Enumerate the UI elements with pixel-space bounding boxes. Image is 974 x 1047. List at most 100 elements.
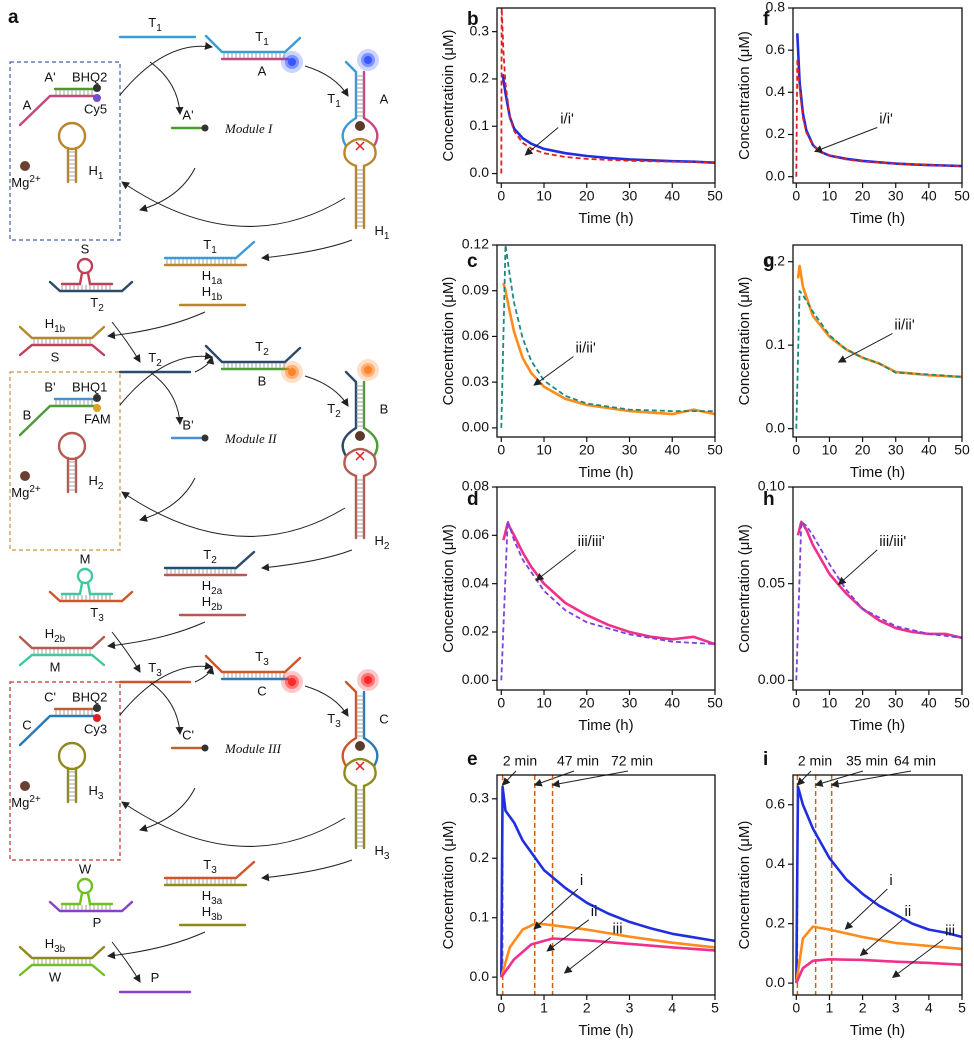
- cleavage: [355, 141, 365, 151]
- label-sub: 3a: [211, 896, 223, 907]
- annotation: i: [889, 872, 892, 889]
- label-sub: 3b: [211, 912, 223, 923]
- label-sub: 2: [98, 303, 104, 314]
- arrow: [111, 631, 141, 673]
- strand: [341, 426, 358, 458]
- y-tick-label: 0.00: [462, 419, 489, 435]
- label: Cy5: [84, 101, 107, 116]
- y-tick-label: 0.0: [470, 968, 490, 984]
- strand: [60, 271, 114, 286]
- label: Mg2+: [11, 794, 41, 811]
- x-tick-label: 10: [822, 188, 838, 204]
- series-line: [796, 264, 962, 379]
- dot: [355, 431, 365, 441]
- label-sub: 1: [156, 23, 162, 34]
- label: H3b: [202, 904, 223, 922]
- arrow: [119, 352, 213, 406]
- x-tick-label: 4: [925, 1000, 933, 1016]
- panel-letter: g: [763, 251, 775, 272]
- strand: [18, 635, 106, 650]
- y-tick-label: 0.2: [470, 70, 490, 86]
- arrow: [304, 685, 349, 717]
- x-tick-label: 0: [792, 188, 800, 204]
- label-main: H: [202, 904, 211, 919]
- label: B': [44, 379, 55, 394]
- arrow: [261, 239, 353, 262]
- label-sub: 3: [263, 657, 269, 668]
- y-tick-label: 0.1: [470, 117, 490, 133]
- label: H1: [89, 163, 104, 181]
- strand: [163, 240, 256, 260]
- label-sub: 2: [156, 358, 162, 369]
- label-main: T: [148, 15, 156, 30]
- label: B: [23, 407, 32, 422]
- plot-frame: [496, 244, 716, 438]
- series-line: [502, 282, 715, 416]
- x-tick-label: 1: [540, 1000, 548, 1016]
- label: T1: [148, 15, 162, 33]
- x-tick-label: 2: [859, 1000, 867, 1016]
- label-main: T: [148, 660, 156, 675]
- arrow: [149, 371, 184, 425]
- arrow: [261, 859, 353, 882]
- label-main: Mg: [11, 175, 29, 190]
- y-tick-label: 0.8: [766, 0, 786, 15]
- label-main: T: [90, 295, 98, 310]
- annotation-arrow: [546, 919, 590, 952]
- panel-letter: d: [467, 489, 479, 510]
- time-marker-label: 2 min: [503, 753, 537, 769]
- label-main: T: [203, 857, 211, 872]
- label-sub: 2b: [54, 634, 66, 645]
- label-sub: 2b: [211, 602, 223, 613]
- hairpin-loop: [57, 431, 87, 461]
- hairpin-loop: [343, 145, 377, 168]
- strand: [18, 653, 106, 667]
- glow: [288, 58, 296, 66]
- y-tick-label: 0.06: [462, 327, 489, 343]
- x-tick-label: 0: [497, 442, 505, 458]
- x-tick-label: 0: [497, 695, 505, 711]
- x-tick-label: 50: [707, 442, 723, 458]
- y-tick-label: 0.0: [766, 419, 786, 435]
- strand: [163, 860, 256, 880]
- strand: [341, 736, 358, 768]
- hairpin-loop: [57, 121, 87, 151]
- x-axis-label: Time (h): [850, 464, 905, 481]
- series-line: [795, 520, 962, 681]
- arrow: [119, 42, 213, 96]
- label-main: H: [375, 533, 384, 548]
- label-main: H: [202, 284, 211, 299]
- label: T3: [255, 649, 269, 667]
- label-sub: 2: [98, 481, 104, 492]
- label: T2: [255, 339, 269, 357]
- label: T3: [90, 605, 104, 623]
- reporter-loop: [76, 567, 94, 585]
- annotation-arrow: [837, 333, 893, 363]
- x-tick-label: 30: [888, 442, 904, 458]
- y-tick-label: 0.2: [766, 914, 786, 930]
- strand: [18, 963, 106, 977]
- reporter-loop: [76, 257, 94, 275]
- glow: [364, 676, 372, 684]
- reporter-loop: [76, 877, 94, 895]
- glow: [364, 56, 372, 64]
- time-marker-label: 35 min: [846, 753, 888, 769]
- module-name: Module II: [224, 431, 277, 446]
- label: T2: [203, 547, 217, 565]
- dot: [20, 471, 30, 481]
- panel-letter: f: [763, 9, 770, 30]
- y-tick-label: 0.09: [462, 281, 489, 297]
- label-main: T: [327, 401, 335, 416]
- label-sub: 2: [263, 347, 269, 358]
- label: C: [22, 717, 31, 732]
- series-line: [795, 958, 962, 984]
- x-tick-label: 0: [497, 1000, 505, 1016]
- y-axis-label: Concentration (μM): [440, 524, 457, 653]
- x-tick-label: 4: [668, 1000, 676, 1016]
- strand: [344, 370, 358, 430]
- strand: [344, 60, 358, 120]
- x-tick-label: 30: [888, 188, 904, 204]
- strand: [204, 344, 302, 364]
- label: B': [182, 417, 193, 432]
- x-tick-label: 50: [954, 188, 970, 204]
